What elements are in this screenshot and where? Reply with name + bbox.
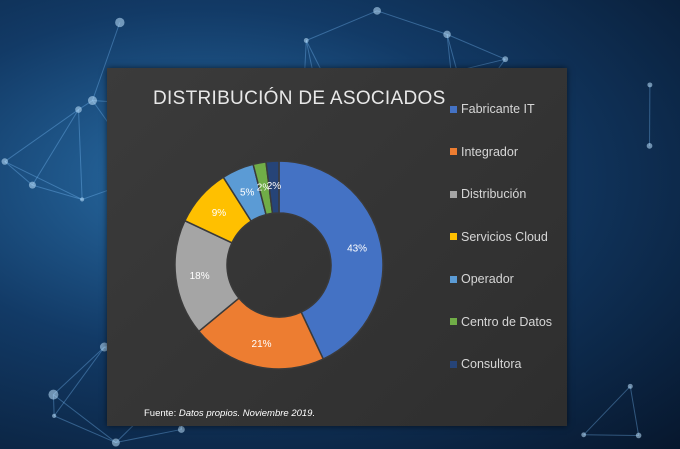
network-node [502, 56, 509, 63]
donut-slice-consultora [265, 160, 280, 215]
legend-swatch [450, 105, 457, 113]
legend-label: Centro de Datos [461, 314, 553, 329]
source-note: Fuente: Datos propios. Noviembre 2019. [144, 408, 315, 419]
legend-item: Centro de Datos [450, 315, 552, 329]
legend-label: Fabricante IT [461, 102, 535, 116]
network-node [99, 342, 109, 352]
network-link [53, 346, 105, 417]
data-label: 9% [212, 208, 227, 219]
data-label: 43% [347, 244, 367, 255]
network-node [177, 426, 185, 433]
network-link [4, 109, 79, 162]
network-link [92, 22, 121, 101]
data-label: 21% [252, 339, 272, 350]
network-link [53, 415, 117, 444]
legend-item: Distribución [450, 187, 526, 201]
donut-slice-fabricante-it [278, 160, 384, 361]
network-link [583, 385, 631, 436]
network-link [78, 109, 83, 200]
legend-item: Fabricante IT [450, 102, 535, 116]
network-node [303, 38, 309, 43]
source-text: Datos propios. Noviembre 2019. [178, 408, 316, 419]
network-node [581, 432, 587, 438]
network-node [111, 438, 120, 447]
network-link [32, 184, 83, 200]
legend-label: Integrador [461, 144, 518, 159]
network-node [647, 82, 653, 88]
legend-item: Servicios Cloud [450, 230, 548, 244]
network-node [627, 383, 633, 389]
source-prefix: Fuente: [144, 408, 177, 419]
legend-swatch [450, 233, 457, 240]
legend-item: Consultora [450, 357, 521, 371]
network-link [376, 10, 448, 35]
network-link [629, 386, 640, 436]
data-label: 18% [190, 271, 210, 282]
legend-item: Integrador [450, 145, 518, 159]
network-link [53, 346, 105, 395]
network-node [75, 106, 82, 113]
chart-panel: 43% 21% 18% 9% 5% 2% 2% DISTRIBUCIÓN DE ASOCIA… [107, 68, 567, 426]
data-label: 2% [257, 182, 272, 193]
legend-swatch [450, 190, 457, 198]
network-node [646, 143, 653, 149]
network-node [80, 197, 85, 202]
network-link [115, 428, 182, 444]
donut-slice-integrador [197, 297, 325, 370]
network-link [4, 161, 33, 186]
legend-swatch [450, 148, 457, 155]
network-node [115, 17, 125, 28]
network-link [446, 34, 458, 72]
network-node [48, 389, 59, 400]
network-link [4, 161, 83, 200]
network-node [1, 158, 9, 165]
data-label: 2% [267, 181, 282, 192]
legend-label: Distribución [461, 187, 527, 201]
network-node [52, 413, 57, 418]
donut-chart: 43%21%18%9%5% 2%2% [174, 160, 384, 370]
network-link [31, 109, 79, 186]
network-node [373, 6, 381, 15]
network-link [583, 434, 639, 436]
network-node [443, 30, 451, 39]
network-node [87, 95, 98, 106]
network-link [306, 10, 378, 41]
network-node [28, 181, 36, 189]
network-link [446, 33, 506, 60]
legend-swatch [450, 360, 457, 368]
legend-label: Consultora [461, 357, 522, 371]
network-node [635, 432, 642, 439]
network-link [53, 394, 117, 443]
legend-label: Operador [461, 272, 514, 286]
legend-swatch [450, 318, 457, 325]
legend-swatch [450, 275, 457, 283]
chart-title: DISTRIBUCIÓN DE ASOCIADOS [153, 88, 446, 109]
legend-label: Servicios Cloud [461, 229, 548, 244]
legend-item: Operador [450, 272, 514, 286]
data-label: 5% [240, 188, 255, 199]
